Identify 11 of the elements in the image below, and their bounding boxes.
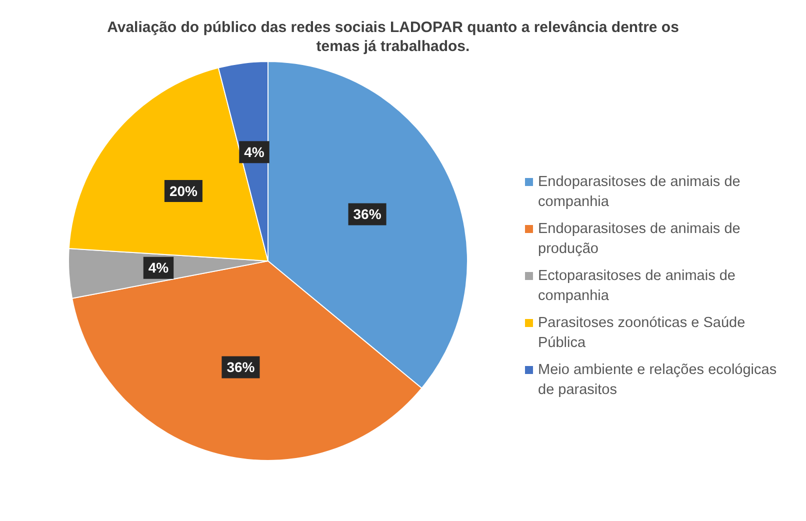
legend-label: Ectoparasitoses de animais de companhia: [538, 267, 736, 306]
legend-label: Endoparasitoses de animais de produção: [538, 220, 742, 259]
legend-label: Parasitoses zoonóticas e Saúde Pública: [538, 314, 746, 353]
data-label: 36%: [353, 206, 382, 222]
legend-label: Meio ambiente e relações ecológicas de parasitos: [538, 361, 778, 400]
data-label: 36%: [226, 359, 256, 376]
chart-title: Avaliação do público das redes sociais LADOPAR quanto a relevância dentre os temas já trabalhados.: [106, 18, 680, 56]
legend-label: Endoparasitoses de animais de companhia: [538, 173, 742, 212]
data-label: 20%: [169, 182, 198, 199]
data-label: 4%: [148, 260, 170, 276]
data-label: 4%: [244, 144, 265, 160]
